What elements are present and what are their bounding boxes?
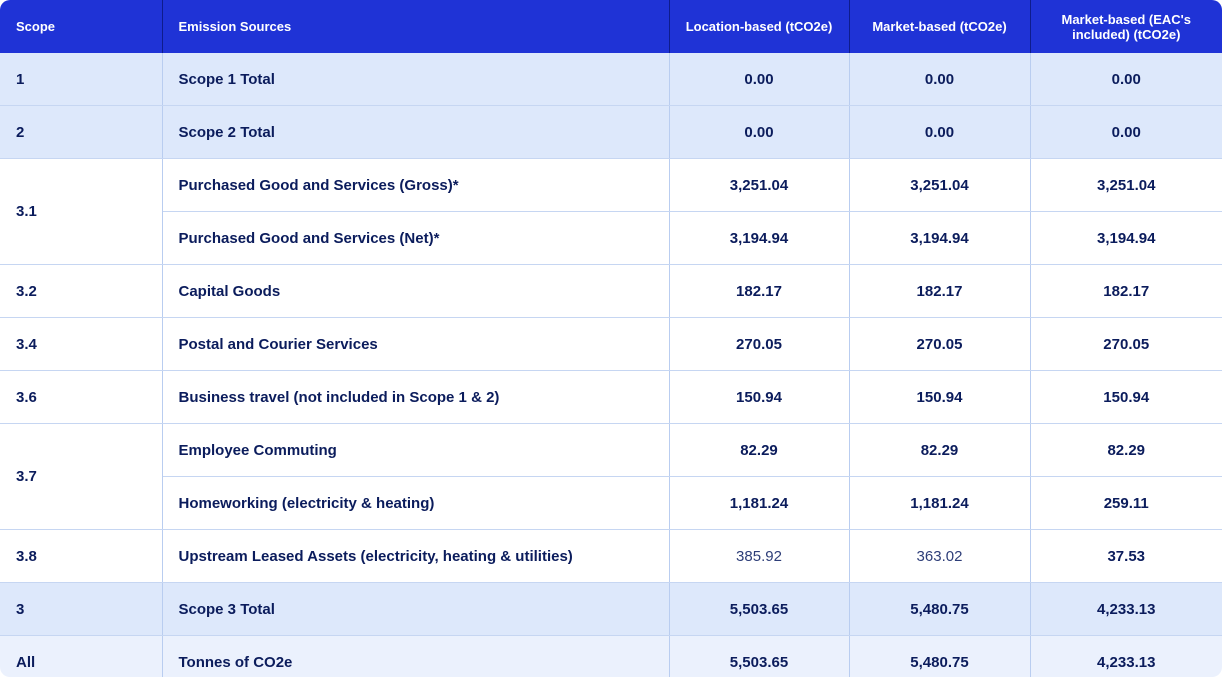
location-based-cell: 182.17 xyxy=(669,264,850,318)
table-row: 3.4 Postal and Courier Services 270.05 2… xyxy=(0,317,1222,371)
emission-source-cell: Employee Commuting xyxy=(162,423,670,477)
scope-cell: 3.1 xyxy=(0,158,163,265)
market-based-cell: 5,480.75 xyxy=(849,635,1031,677)
emission-source-cell: Purchased Good and Services (Net)* xyxy=(162,211,670,265)
location-based-cell: 0.00 xyxy=(669,53,850,106)
location-based-cell: 270.05 xyxy=(669,317,850,371)
market-based-eac-cell: 4,233.13 xyxy=(1030,635,1222,677)
table-row: Purchased Good and Services (Net)* 3,194… xyxy=(0,211,1222,265)
market-based-eac-cell: 3,251.04 xyxy=(1030,158,1222,212)
market-based-cell: 270.05 xyxy=(849,317,1031,371)
location-based-cell: 385.92 xyxy=(669,529,850,583)
market-based-cell: 3,194.94 xyxy=(849,211,1031,265)
location-based-cell: 3,194.94 xyxy=(669,211,850,265)
column-header-market-based: Market-based (tCO2e) xyxy=(849,0,1031,53)
emission-source-cell: Upstream Leased Assets (electricity, hea… xyxy=(162,529,670,583)
scope-cell: 3 xyxy=(0,582,163,636)
emission-source-cell: Scope 3 Total xyxy=(162,582,670,636)
location-based-cell: 3,251.04 xyxy=(669,158,850,212)
market-based-eac-cell: 270.05 xyxy=(1030,317,1222,371)
emission-source-cell: Postal and Courier Services xyxy=(162,317,670,371)
emission-source-cell: Scope 1 Total xyxy=(162,53,670,106)
market-based-cell: 363.02 xyxy=(849,529,1031,583)
market-based-eac-cell: 0.00 xyxy=(1030,53,1222,106)
market-based-eac-cell: 82.29 xyxy=(1030,423,1222,477)
column-header-market-based-eac: Market-based (EAC's included) (tCO2e) xyxy=(1030,0,1222,53)
market-based-eac-cell: 150.94 xyxy=(1030,370,1222,424)
table-row: 3.7 Employee Commuting 82.29 82.29 82.29 xyxy=(0,423,1222,530)
market-based-cell: 3,251.04 xyxy=(849,158,1031,212)
market-based-cell: 150.94 xyxy=(849,370,1031,424)
table-row: 3.2 Capital Goods 182.17 182.17 182.17 xyxy=(0,264,1222,318)
scope-cell: All xyxy=(0,635,163,677)
table-row: 2 Scope 2 Total 0.00 0.00 0.00 xyxy=(0,105,1222,159)
emission-source-cell: Purchased Good and Services (Gross)* xyxy=(162,158,670,212)
table-row: 3.8 Upstream Leased Assets (electricity,… xyxy=(0,529,1222,583)
scope-cell: 1 xyxy=(0,53,163,106)
market-based-eac-cell: 37.53 xyxy=(1030,529,1222,583)
scope-cell: 3.4 xyxy=(0,317,163,371)
emission-source-cell: Capital Goods xyxy=(162,264,670,318)
table-row: 3.6 Business travel (not included in Sco… xyxy=(0,370,1222,424)
scope-cell: 3.6 xyxy=(0,370,163,424)
market-based-cell: 82.29 xyxy=(849,423,1031,477)
location-based-cell: 0.00 xyxy=(669,105,850,159)
table-row-scope3-total: 3 Scope 3 Total 5,503.65 5,480.75 4,233.… xyxy=(0,582,1222,636)
table-row: 3.1 Purchased Good and Services (Gross)*… xyxy=(0,158,1222,265)
location-based-cell: 82.29 xyxy=(669,423,850,477)
table-row-grand-total: All Tonnes of CO2e 5,503.65 5,480.75 4,2… xyxy=(0,635,1222,677)
market-based-eac-cell: 3,194.94 xyxy=(1030,211,1222,265)
table-header-row: Scope Emission Sources Location-based (t… xyxy=(0,0,1222,53)
scope-cell: 3.7 xyxy=(0,423,163,530)
scope-cell: 3.2 xyxy=(0,264,163,318)
column-header-scope: Scope xyxy=(0,0,163,53)
emission-source-cell: Business travel (not included in Scope 1… xyxy=(162,370,670,424)
table-row: Homeworking (electricity & heating) 1,18… xyxy=(0,476,1222,530)
emission-source-cell: Tonnes of CO2e xyxy=(162,635,670,677)
emission-source-cell: Scope 2 Total xyxy=(162,105,670,159)
scope-cell: 3.8 xyxy=(0,529,163,583)
emission-source-cell: Homeworking (electricity & heating) xyxy=(162,476,670,530)
market-based-cell: 1,181.24 xyxy=(849,476,1031,530)
location-based-cell: 5,503.65 xyxy=(669,635,850,677)
scope-cell: 2 xyxy=(0,105,163,159)
column-header-location-based: Location-based (tCO2e) xyxy=(669,0,850,53)
market-based-eac-cell: 4,233.13 xyxy=(1030,582,1222,636)
market-based-eac-cell: 0.00 xyxy=(1030,105,1222,159)
location-based-cell: 150.94 xyxy=(669,370,850,424)
market-based-cell: 5,480.75 xyxy=(849,582,1031,636)
market-based-cell: 182.17 xyxy=(849,264,1031,318)
location-based-cell: 1,181.24 xyxy=(669,476,850,530)
market-based-eac-cell: 259.11 xyxy=(1030,476,1222,530)
column-header-emission-sources: Emission Sources xyxy=(162,0,670,53)
market-based-eac-cell: 182.17 xyxy=(1030,264,1222,318)
table-row: 1 Scope 1 Total 0.00 0.00 0.00 xyxy=(0,53,1222,106)
market-based-cell: 0.00 xyxy=(849,53,1031,106)
market-based-cell: 0.00 xyxy=(849,105,1031,159)
location-based-cell: 5,503.65 xyxy=(669,582,850,636)
